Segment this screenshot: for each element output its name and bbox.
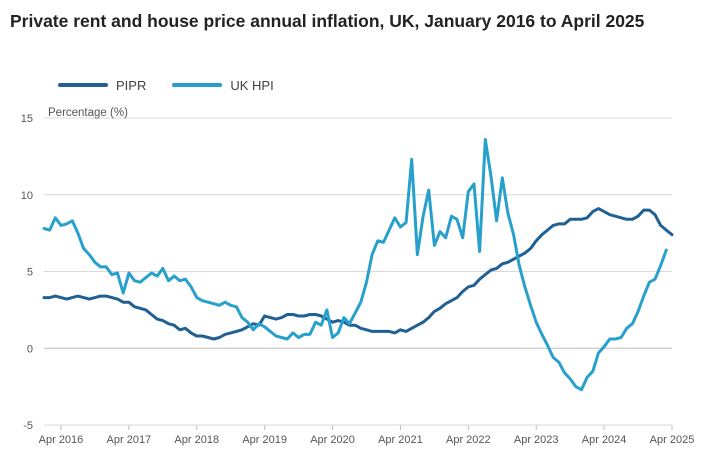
legend-item-uk-hpi: UK HPI (172, 77, 274, 93)
x-tick-label: Apr 2023 (514, 434, 559, 446)
legend-swatch-pipr (58, 83, 108, 87)
x-tick-label: Apr 2022 (446, 434, 491, 446)
x-tick-label: Apr 2025 (650, 434, 695, 446)
y-axis-title: Percentage (%) (48, 107, 128, 119)
x-tick-label: Apr 2018 (174, 434, 219, 446)
series-line-uk-hpi (42, 138, 668, 392)
series-lines (42, 138, 674, 392)
x-tick-label: Apr 2020 (310, 434, 355, 446)
legend-item-pipr: PIPR (58, 78, 146, 93)
series-line-pipr (42, 207, 674, 341)
y-tick-label: 5 (27, 267, 33, 279)
x-tick-label: Apr 2024 (582, 434, 627, 446)
x-tick-label: Apr 2017 (107, 434, 152, 446)
x-tick-label: Apr 2021 (378, 434, 423, 446)
legend-swatch-uk-hpi (172, 83, 223, 87)
y-tick-label: 15 (21, 113, 33, 125)
y-tick-label: -5 (23, 420, 33, 432)
y-axis-ticks: 15 10 5 0 -5 (21, 113, 33, 432)
y-tick-label: 0 (27, 343, 33, 355)
x-tick-label: Apr 2016 (39, 434, 84, 446)
chart-legend: PIPR UK HPI (58, 76, 300, 94)
legend-label-pipr: PIPR (116, 77, 147, 93)
y-tick-label: 10 (21, 190, 33, 202)
gridlines (44, 117, 672, 426)
x-axis-ticks: Apr 2016 Apr 2017 Apr 2018 Apr 2019 Apr 2020… (39, 425, 695, 446)
chart-title: Private rent and house price annual infl… (10, 11, 645, 31)
legend-label-uk-hpi: UK HPI (230, 77, 274, 93)
x-tick-label: Apr 2019 (242, 434, 287, 446)
